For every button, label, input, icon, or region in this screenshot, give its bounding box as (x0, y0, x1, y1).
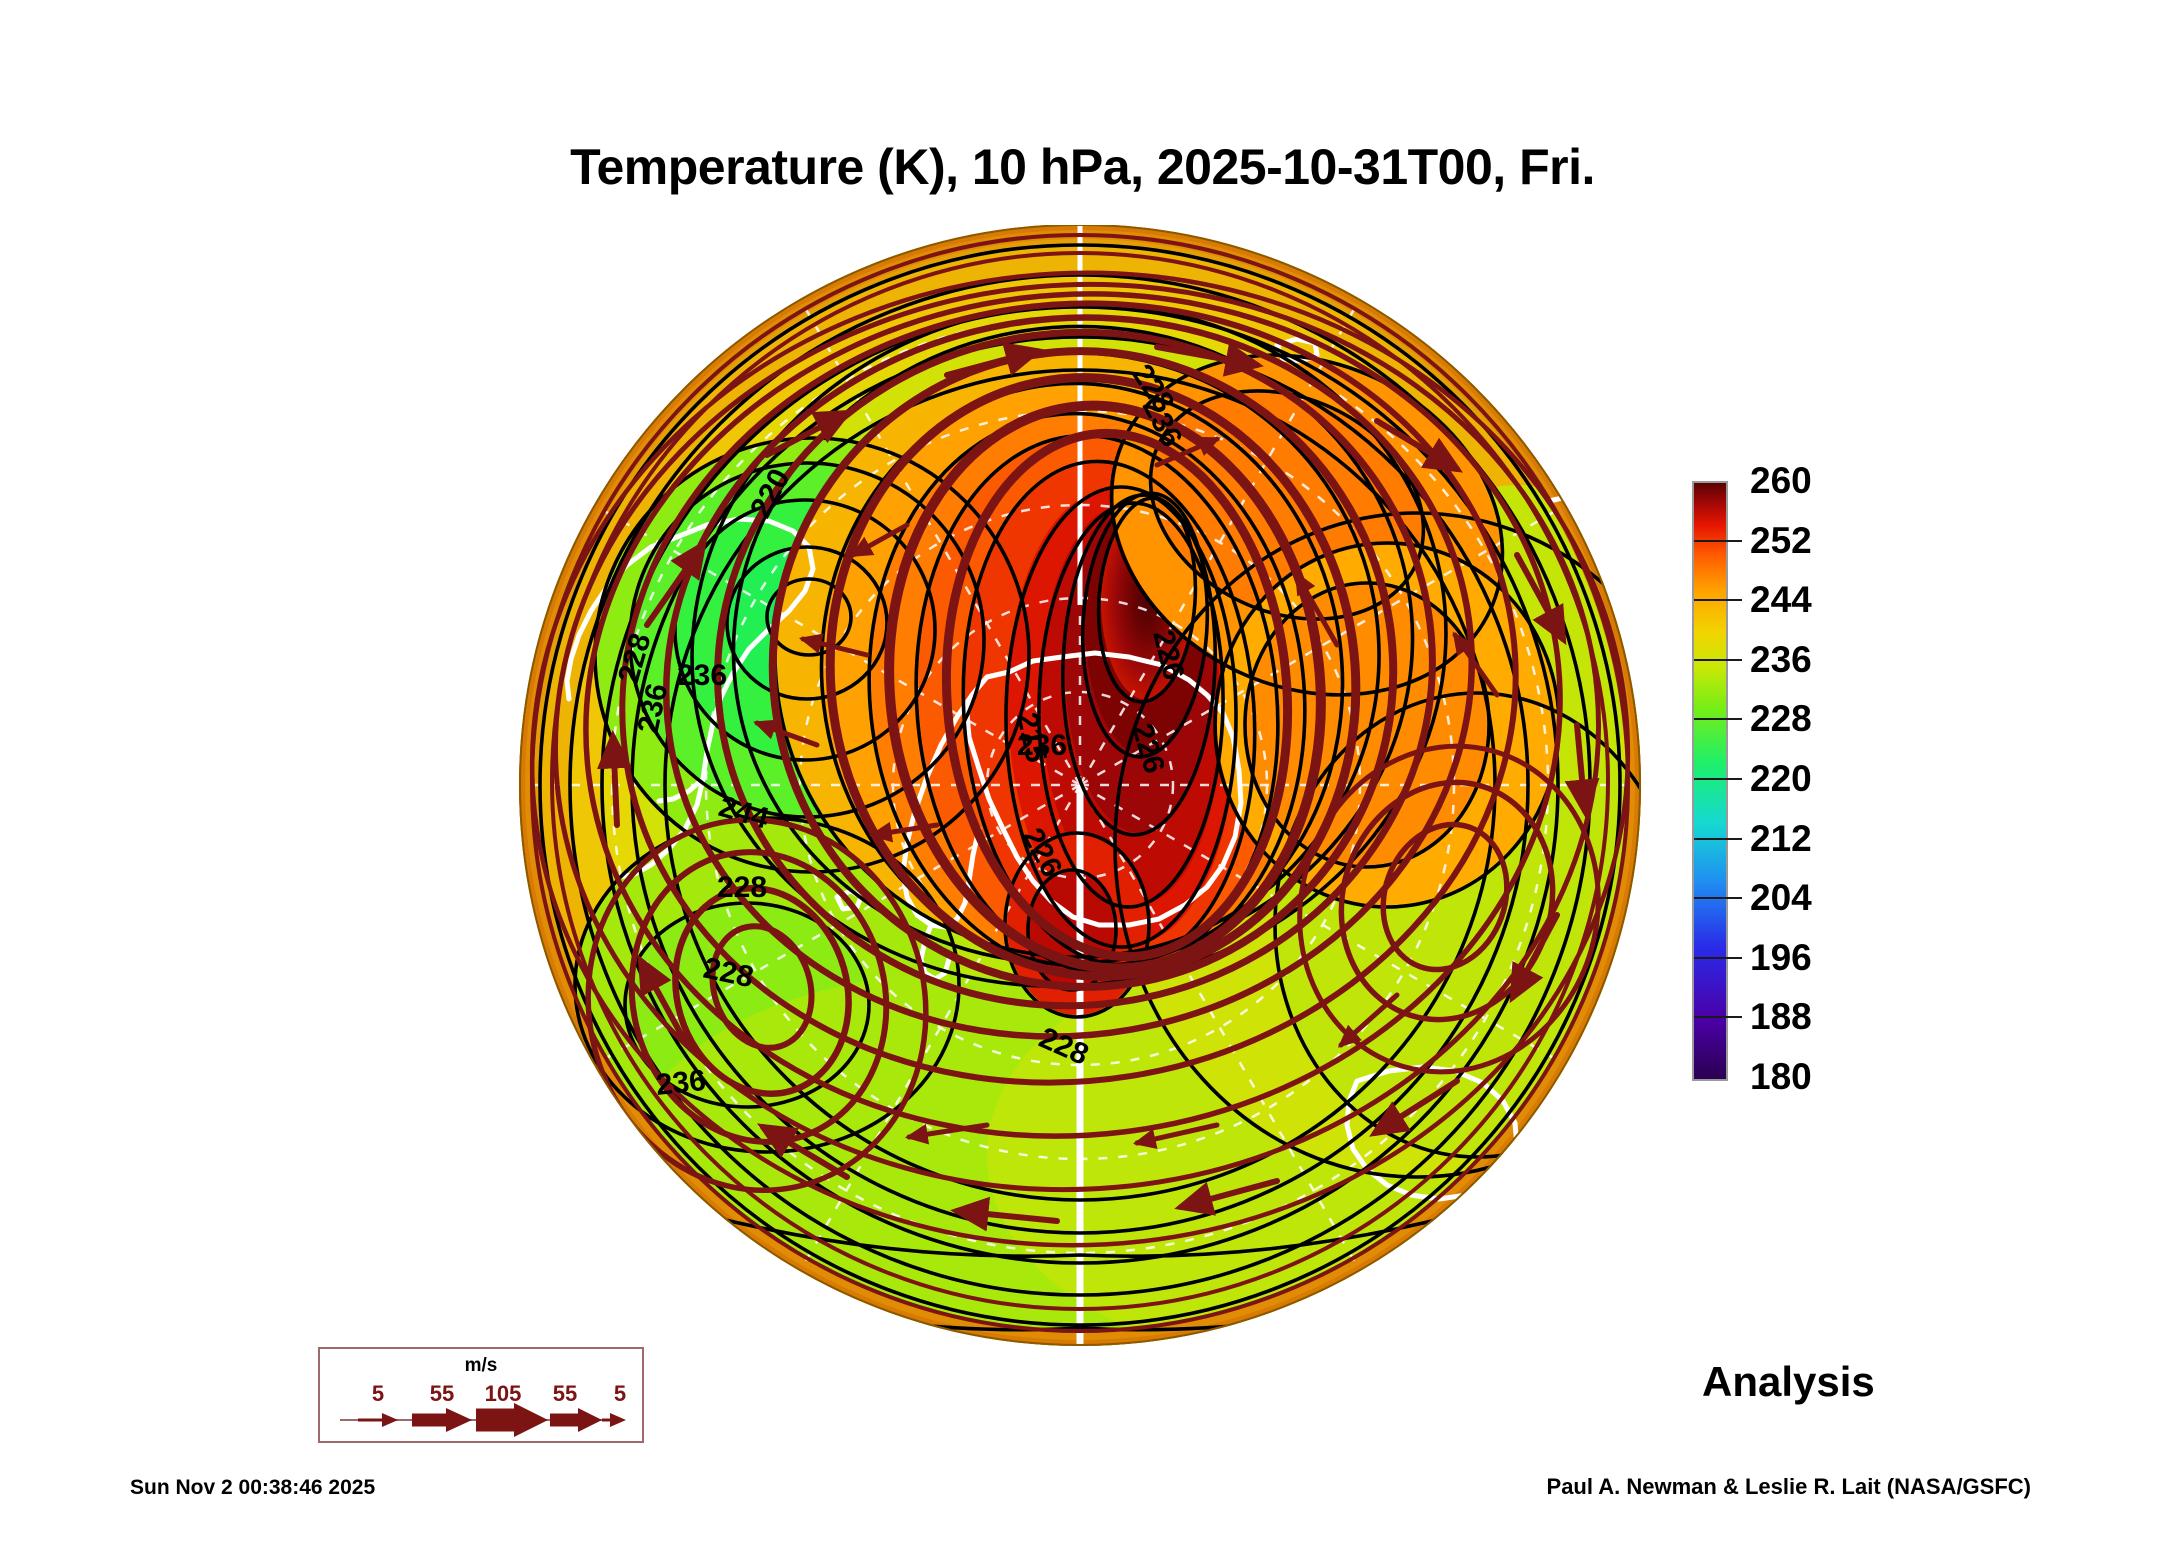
colorbar-tick (1714, 658, 1742, 661)
colorbar-tick (1694, 1016, 1722, 1019)
svg-text:236: 236 (654, 1064, 707, 1102)
colorbar-gradient (1692, 481, 1728, 1081)
wind-legend-values: 5 55 105 55 5 (320, 1381, 642, 1406)
colorbar-tick-label: 228 (1750, 698, 1812, 740)
colorbar-tick (1714, 1016, 1742, 1019)
temperature-contours (519, 243, 1641, 1346)
colorbar-tick (1694, 599, 1722, 602)
colorbar-tick (1714, 778, 1742, 780)
colorbar-tick-label: 220 (1750, 758, 1812, 799)
colorbar-tick (1694, 956, 1722, 959)
colorbar-tick-label: 244 (1750, 579, 1812, 621)
colorbar-tick (1694, 539, 1722, 542)
wind-streamlines (529, 233, 1631, 1333)
colorbar-tick (1694, 778, 1722, 780)
colorbar-tick (1714, 837, 1742, 840)
wind-legend-arrows (340, 1403, 626, 1437)
svg-text:236: 236 (665, 225, 725, 261)
wind-legend-value: 5 (371, 1381, 385, 1406)
wind-legend-value: 105 (484, 1381, 522, 1406)
svg-text:244: 244 (752, 235, 802, 268)
colorbar-tick (1694, 837, 1722, 840)
generation-timestamp: Sun Nov 2 00:38:46 2025 (130, 1476, 376, 1499)
svg-text:236: 236 (1017, 729, 1067, 762)
colorbar-tick (1714, 539, 1742, 542)
analysis-label: Analysis (1702, 1358, 1875, 1405)
wind-speed-legend: m/s 5 55 105 55 5 (318, 1347, 644, 1443)
colorbar-tick-label: 260 (1750, 460, 1812, 501)
colorbar-tick (1714, 718, 1742, 721)
author-credit: Paul A. Newman & Leslie R. Lait (NASA/GS… (1546, 1474, 2031, 1499)
colorbar-tick-label: 252 (1750, 519, 1812, 561)
wind-legend-value: 5 (613, 1381, 627, 1406)
globe-outline (519, 225, 1641, 1346)
svg-text:228: 228 (717, 871, 767, 904)
colorbar-tick-label: 236 (1750, 638, 1812, 680)
svg-text:228: 228 (772, 225, 825, 260)
page-title: Temperature (K), 10 hPa, 2025-10-31T00, … (570, 139, 1595, 195)
colorbar: 260 252 244 236 228 220 212 204 196 188 180 (1692, 460, 1932, 1097)
colorbar-tick-label: 196 (1750, 936, 1812, 978)
colorbar-tick (1694, 718, 1722, 721)
wind-legend-unit: m/s (464, 1355, 498, 1376)
temperature-field: 228 228 236 220 228 236 228 236 244 236 … (519, 225, 1641, 1346)
polar-map: 228 228 236 220 228 236 228 236 244 236 … (517, 225, 1643, 1347)
colorbar-tick (1694, 897, 1722, 900)
wind-legend-value: 55 (552, 1381, 578, 1406)
colorbar-tick (1714, 956, 1742, 959)
colorbar-tick (1694, 658, 1722, 661)
wind-legend-value: 55 (429, 1381, 455, 1406)
svg-text:236: 236 (677, 659, 727, 692)
colorbar-tick-label: 188 (1750, 996, 1812, 1038)
colorbar-tick-label: 180 (1750, 1056, 1812, 1097)
colorbar-tick-label: 204 (1750, 877, 1812, 919)
colorbar-tick (1714, 599, 1742, 602)
colorbar-tick (1714, 897, 1742, 900)
map-svg: 228 228 236 220 228 236 228 236 244 236 … (519, 225, 1641, 1346)
colorbar-tick-label: 212 (1750, 817, 1812, 859)
